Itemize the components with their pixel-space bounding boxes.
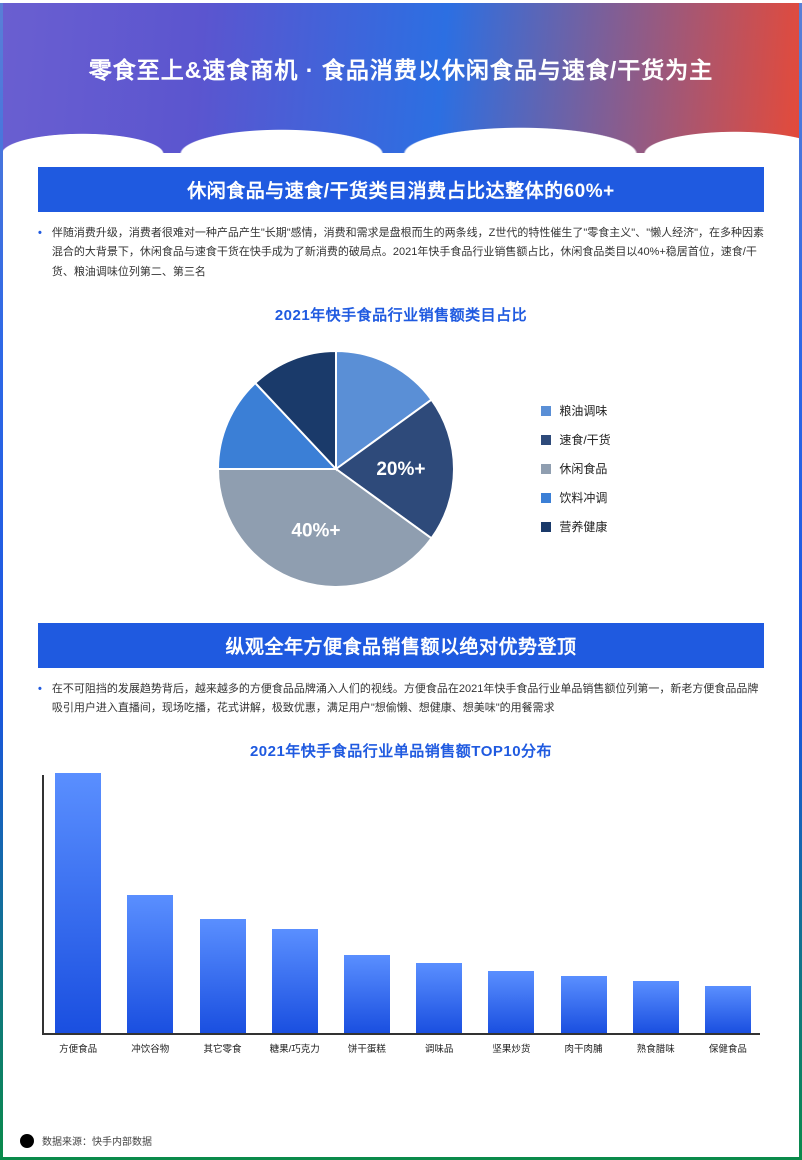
bullet-icon: • (38, 680, 42, 719)
bar-col (698, 986, 758, 1033)
legend-item: 速食/干货 (541, 431, 610, 448)
legend-swatch (541, 435, 551, 445)
bar-col (192, 919, 252, 1033)
bar (127, 895, 173, 1033)
data-source-footer: 数据来源：快手内部数据 (20, 1133, 152, 1148)
footer-dot-icon (20, 1134, 34, 1148)
pie-legend: 粮油调味速食/干货休闲食品饮料冲调营养健康 (541, 402, 610, 535)
pie-svg: 20%+ 40%+ (191, 339, 481, 599)
section2-text: 在不可阻挡的发展趋势背后，越来越多的方便食品品牌涌入人们的视线。方便食品在202… (52, 680, 764, 719)
bullet-icon: • (38, 224, 42, 282)
bar (705, 986, 751, 1033)
pie-chart-title: 2021年快手食品行业销售额类目占比 (38, 304, 764, 325)
bar (55, 773, 101, 1033)
section1-body: • 伴随消费升级，消费者很难对一种产品产生"长期"感情，消费和需求是盘根而生的两… (38, 224, 764, 282)
bar-label: 冲饮谷物 (120, 1041, 180, 1055)
legend-swatch (541, 522, 551, 532)
bar (200, 919, 246, 1033)
bar-col (120, 895, 180, 1033)
legend-item: 休闲食品 (541, 460, 610, 477)
bar-col (48, 773, 108, 1033)
bar-label: 其它零食 (192, 1041, 252, 1055)
bar-chart-title: 2021年快手食品行业单品销售额TOP10分布 (38, 740, 764, 761)
legend-item: 营养健康 (541, 518, 610, 535)
legend-label: 饮料冲调 (559, 489, 607, 506)
bar-col (553, 976, 613, 1033)
bar-label: 方便食品 (48, 1041, 108, 1055)
section1-header: 休闲食品与速食/干货类目消费占比达整体的60%+ (38, 167, 764, 212)
pie-slice-label: 20%+ (377, 459, 426, 480)
footer-text: 数据来源：快手内部数据 (42, 1133, 152, 1148)
bar-col (337, 955, 397, 1033)
section1-text: 伴随消费升级，消费者很难对一种产品产生"长期"感情，消费和需求是盘根而生的两条线… (52, 224, 764, 282)
legend-swatch (541, 464, 551, 474)
pie-chart: 20%+ 40%+ 粮油调味速食/干货休闲食品饮料冲调营养健康 (38, 339, 764, 599)
pie-slice-label: 40%+ (292, 520, 341, 541)
bar-col (626, 981, 686, 1033)
legend-swatch (541, 493, 551, 503)
legend-label: 粮油调味 (559, 402, 607, 419)
legend-swatch (541, 406, 551, 416)
legend-label: 营养健康 (559, 518, 607, 535)
bar-label: 坚果炒货 (481, 1041, 541, 1055)
bar-chart-bars (42, 775, 760, 1035)
bar-col (265, 929, 325, 1033)
legend-label: 休闲食品 (559, 460, 607, 477)
bar-label: 调味品 (409, 1041, 469, 1055)
bar-col (409, 963, 469, 1033)
legend-label: 速食/干货 (559, 431, 610, 448)
bar (633, 981, 679, 1033)
bar-col (481, 971, 541, 1033)
section2-body: • 在不可阻挡的发展趋势背后，越来越多的方便食品品牌涌入人们的视线。方便食品在2… (38, 680, 764, 719)
bar (416, 963, 462, 1033)
bar-chart: 方便食品冲饮谷物其它零食糖果/巧克力饼干蛋糕调味品坚果炒货肉干肉脯熟食腊味保健食… (38, 775, 764, 1055)
bar (344, 955, 390, 1033)
legend-item: 粮油调味 (541, 402, 610, 419)
bar (561, 976, 607, 1033)
hero-banner: 零食至上&速食商机 · 食品消费以休闲食品与速食/干货为主 (3, 3, 799, 153)
bar (488, 971, 534, 1033)
bar-label: 饼干蛋糕 (337, 1041, 397, 1055)
bar-chart-labels: 方便食品冲饮谷物其它零食糖果/巧克力饼干蛋糕调味品坚果炒货肉干肉脯熟食腊味保健食… (42, 1035, 760, 1055)
bar-label: 糖果/巧克力 (265, 1041, 325, 1055)
section2-header: 纵观全年方便食品销售额以绝对优势登顶 (38, 623, 764, 668)
bar (272, 929, 318, 1033)
page-title: 零食至上&速食商机 · 食品消费以休闲食品与速食/干货为主 (89, 51, 713, 85)
bar-label: 保健食品 (698, 1041, 758, 1055)
bar-label: 熟食腊味 (626, 1041, 686, 1055)
legend-item: 饮料冲调 (541, 489, 610, 506)
bar-label: 肉干肉脯 (553, 1041, 613, 1055)
